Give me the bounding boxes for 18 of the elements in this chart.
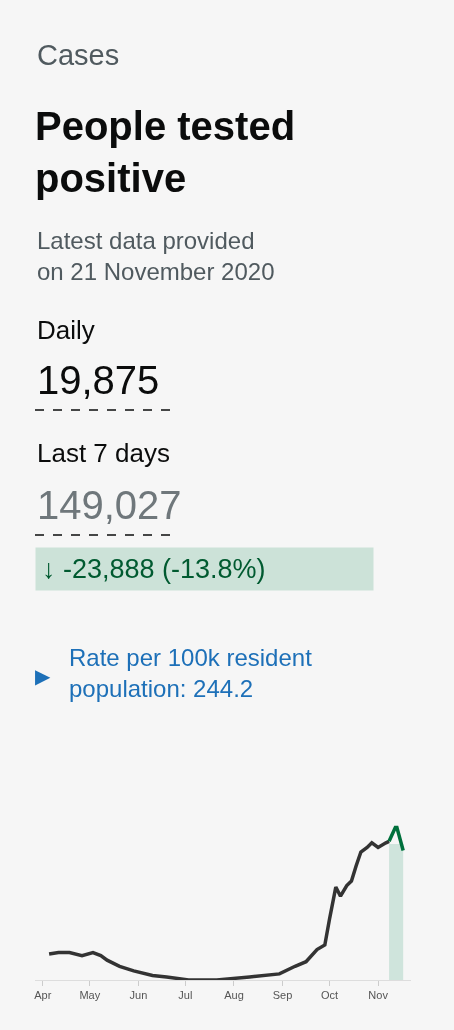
x-tick-label: Oct (320, 989, 339, 1002)
text: ↓ -23,888 (-13.8%) (42, 554, 266, 584)
x-tick-label: Aug (224, 989, 244, 1002)
chart-title: People tested positive (35, 104, 296, 200)
x-tick-label: Sep (272, 989, 293, 1002)
x-tick-label: Apr (34, 989, 52, 1002)
x-tick-label: Jul (178, 989, 193, 1002)
text: Daily (37, 315, 95, 345)
text: Rate per 100k resident population: 244.2 (69, 644, 313, 703)
text: ▶ (35, 665, 51, 687)
x-tick-label: Nov (368, 989, 389, 1002)
x-tick-label: Jun (129, 989, 148, 1002)
text: 149,027 (37, 483, 182, 527)
text: Last 7 days (37, 438, 170, 468)
text: 19,875 (37, 358, 160, 402)
x-tick-label: May (79, 989, 101, 1002)
text: Cases (37, 39, 120, 71)
chart-subtitle: Latest data provided on 21 November 2020 (37, 227, 275, 286)
